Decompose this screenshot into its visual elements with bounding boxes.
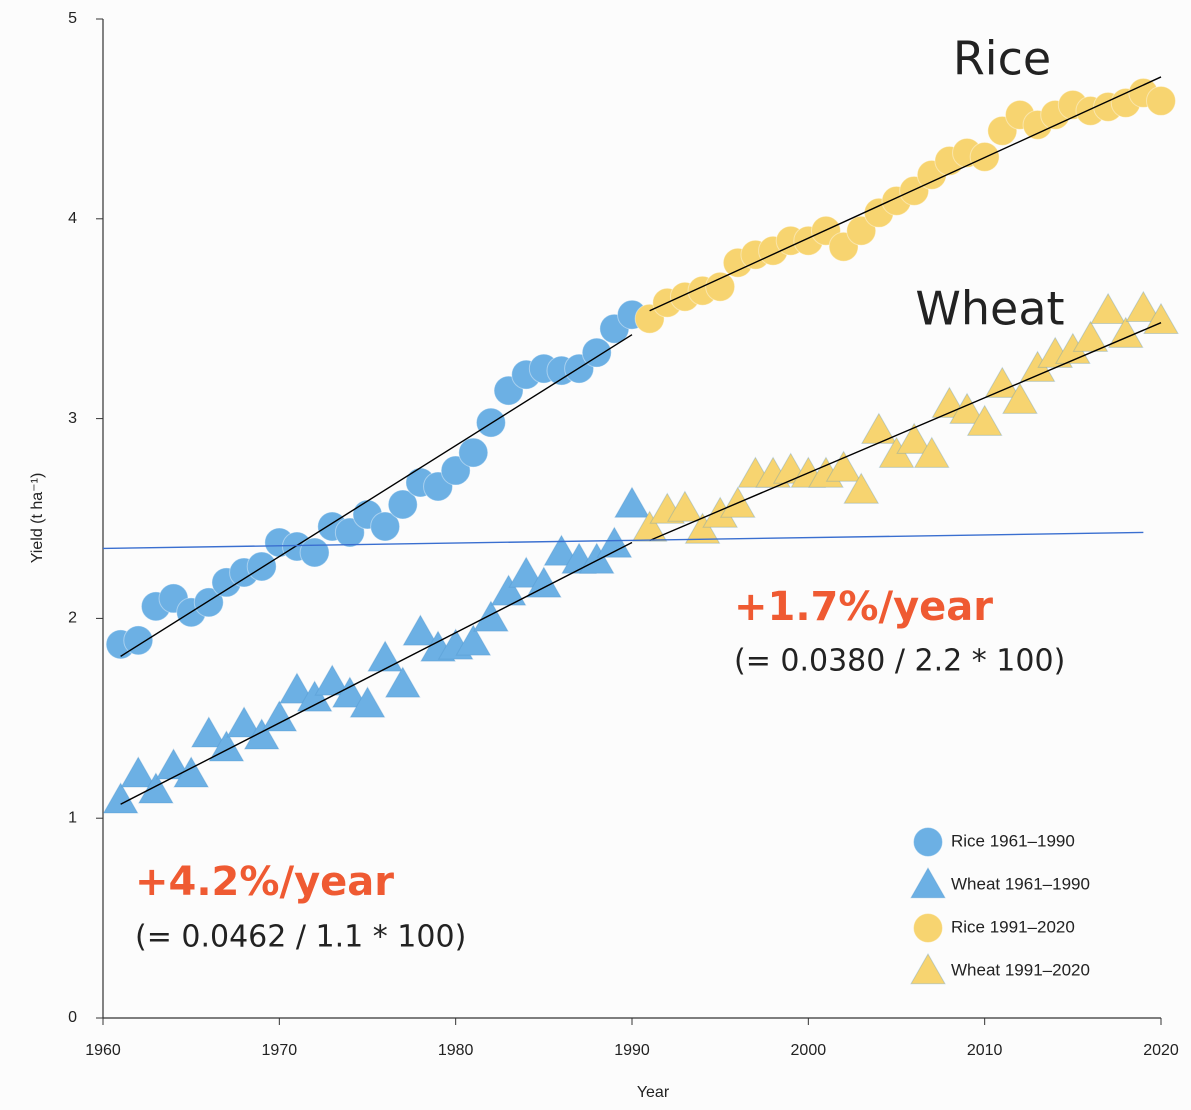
trend-line <box>102 531 1144 550</box>
triangle-marker <box>825 450 862 482</box>
triangle-marker <box>1002 382 1038 414</box>
legend-label: Wheat 1991–2020 <box>951 960 1090 979</box>
legend-marker <box>913 913 943 943</box>
circle-marker <box>440 455 471 486</box>
triangle-marker <box>120 756 157 788</box>
y-tick-label: 3 <box>68 410 77 427</box>
legend-marker <box>910 952 946 985</box>
circle-marker <box>370 511 401 542</box>
triangle-marker <box>1125 290 1162 322</box>
x-tick-label: 1960 <box>85 1042 121 1059</box>
x-tick-label: 2010 <box>967 1042 1003 1059</box>
formula-annotation: (= 0.0380 / 2.2 * 100) <box>734 644 1065 679</box>
circle-marker <box>705 271 736 302</box>
circle-marker <box>334 517 365 548</box>
triangle-marker <box>261 700 298 732</box>
legend: Rice 1961–1990 Wheat 1961–1990 Rice 1991–2… <box>910 827 1090 985</box>
triangle-marker <box>314 664 351 696</box>
rate-annotation: +4.2%/year <box>135 859 394 905</box>
triangle-marker <box>525 566 562 598</box>
legend-label: Wheat 1961–1990 <box>951 874 1090 893</box>
formula-annotation: (= 0.0462 / 1.1 * 100) <box>135 920 466 955</box>
circle-marker <box>193 587 224 618</box>
triangle-marker <box>1072 320 1109 352</box>
x-tick-label: 1980 <box>438 1042 474 1059</box>
circle-marker <box>1146 85 1176 116</box>
triangle-marker <box>1107 316 1144 348</box>
circle-marker <box>581 337 612 368</box>
triangle-marker <box>279 672 315 704</box>
x-tick-label: 2020 <box>1143 1042 1179 1059</box>
circle-marker <box>458 437 489 468</box>
y-tick-label: 1 <box>68 809 77 826</box>
trend-line <box>649 76 1162 312</box>
triangle-marker <box>667 490 703 522</box>
x-tick-label: 2000 <box>791 1042 827 1059</box>
trend-line <box>120 541 633 805</box>
triangle-marker <box>1090 292 1126 324</box>
triangle-marker <box>138 772 174 804</box>
circle-marker <box>299 537 330 568</box>
triangle-marker <box>384 666 421 698</box>
wheat-label: Wheat <box>915 282 1064 336</box>
triangle-marker <box>843 472 880 504</box>
triangle-marker <box>984 366 1021 398</box>
y-tick-label: 0 <box>68 1009 77 1026</box>
y-tick-label: 4 <box>68 210 77 227</box>
circle-marker <box>123 625 154 656</box>
triangle-marker <box>367 640 403 672</box>
rate-annotation: +1.7%/year <box>734 584 993 630</box>
triangle-marker <box>596 526 633 558</box>
trend-line <box>120 334 633 657</box>
triangle-marker <box>966 404 1003 436</box>
triangle-marker <box>102 782 139 814</box>
circle-marker <box>246 551 277 582</box>
legend-label: Rice 1961–1990 <box>951 831 1075 850</box>
triangle-marker <box>614 486 650 518</box>
triangle-marker <box>631 510 668 542</box>
triangle-marker <box>332 676 368 708</box>
triangle-marker <box>226 706 262 738</box>
triangle-marker <box>243 718 280 750</box>
triangle-marker <box>190 716 227 748</box>
triangle-marker <box>473 600 509 632</box>
circle-marker <box>387 489 418 520</box>
triangle-marker <box>578 542 615 574</box>
triangle-marker <box>684 512 721 544</box>
triangle-marker <box>296 680 333 712</box>
y-axis-title: Yield (t ha⁻¹) <box>29 473 46 564</box>
trend-line <box>649 322 1162 542</box>
circle-marker <box>846 215 877 246</box>
legend-marker <box>913 827 943 857</box>
triangle-marker <box>543 534 580 566</box>
x-tick-label: 1990 <box>614 1042 650 1059</box>
triangle-marker <box>155 748 192 780</box>
triangle-marker <box>455 624 492 656</box>
y-tick-label: 5 <box>68 10 77 27</box>
triangle-marker <box>508 556 545 588</box>
triangle-marker <box>896 422 932 454</box>
y-tick-label: 2 <box>68 610 77 627</box>
legend-label: Rice 1991–2020 <box>951 917 1075 936</box>
triangle-marker <box>913 436 950 468</box>
triangle-marker <box>349 686 386 718</box>
legend-marker <box>910 866 946 899</box>
x-axis-title: Year <box>637 1084 670 1101</box>
rice-label: Rice <box>953 32 1051 86</box>
x-tick-label: 1970 <box>262 1042 298 1059</box>
triangle-marker <box>402 614 439 646</box>
